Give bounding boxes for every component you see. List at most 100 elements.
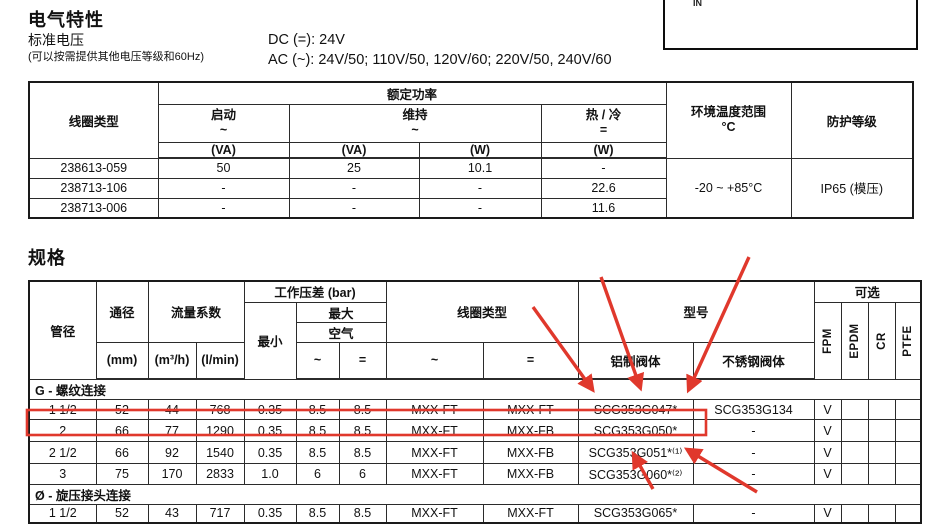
model-ss: -: [692, 419, 815, 442]
header-pressure-diff: 工作压差 (bar): [243, 280, 387, 303]
ambient-range-value: -20 ~ +85°C: [665, 157, 792, 219]
orifice: 66: [95, 441, 149, 464]
ambient-unit-label: °C: [721, 120, 736, 135]
flow-m3h: 43: [147, 504, 197, 523]
pipe-size: 3: [28, 463, 97, 485]
model-alu: SCG353G051*⁽¹⁾: [577, 441, 694, 464]
unit-flow-lmin: (l/min): [195, 341, 245, 380]
coil-dc: MXX-FB: [482, 441, 579, 464]
ptfe-label: PTFE: [901, 324, 914, 357]
model-ss: SCG353G134: [692, 399, 815, 420]
opt-fpm: V: [813, 399, 842, 420]
flow-lmin: 1540: [195, 441, 245, 464]
header-max-ac: ~: [295, 341, 340, 380]
hot-cold-symbol: =: [599, 123, 608, 137]
pressure-max-dc: 6: [338, 463, 387, 485]
electrical-characteristics-table: 线圈类型 额定功率 环境温度范围 °C 防护等级 启动 ~ 维持 ~ 热 / 冷: [28, 81, 914, 219]
coil-ac: MXX-FT: [385, 399, 484, 420]
opt-epdm: [840, 419, 869, 442]
holding-label: 维持: [402, 108, 428, 122]
unit-hot-cold-w: (W): [540, 141, 667, 159]
ac-voltage-value: AC (~): 24V/50; 110V/50, 120V/60; 220V/5…: [268, 52, 612, 68]
header-coil-type: 线圈类型: [385, 280, 579, 343]
header-ss-body: 不锈钢阀体: [692, 341, 815, 380]
pressure-max-dc: 8.5: [338, 441, 387, 464]
pipe-size: 2: [28, 419, 97, 442]
header-opt-ptfe: PTFE: [894, 301, 922, 380]
holding-w-value: -: [418, 197, 542, 219]
model-ss: -: [692, 463, 815, 485]
header-coil-ac: ~: [385, 341, 484, 380]
header-pressure-max: 最大: [295, 301, 387, 323]
flow-lmin: 768: [195, 399, 245, 420]
inrush-va-value: -: [157, 197, 290, 219]
coil-dc: MXX-FT: [482, 504, 579, 523]
model-ss: -: [692, 504, 815, 523]
opt-ptfe: [894, 419, 922, 442]
header-air: 空气: [295, 321, 387, 343]
hot-cold-w-value: 22.6: [540, 177, 667, 199]
header-hot-cold: 热 / 冷 =: [540, 103, 667, 143]
orifice: 52: [95, 504, 149, 523]
holding-symbol: ~: [411, 123, 419, 137]
opt-epdm: [840, 504, 869, 523]
opt-fpm: V: [813, 419, 842, 442]
header-ambient-range: 环境温度范围 °C: [665, 81, 792, 159]
header-orifice: 通径: [95, 280, 149, 343]
coil-dc: MXX-FB: [482, 419, 579, 442]
opt-fpm: V: [813, 504, 842, 523]
header-opt-cr: CR: [867, 301, 896, 380]
opt-ptfe: [894, 441, 922, 464]
pressure-min: 0.35: [243, 504, 297, 523]
cropped-figure-box: IN: [663, 0, 918, 50]
header-pressure-min: 最小: [243, 301, 297, 380]
page-title: 电气特性: [28, 10, 104, 30]
pressure-max-dc: 8.5: [338, 504, 387, 523]
flow-m3h: 77: [147, 419, 197, 442]
table-row: 1 1/2 52 44 768 0.35 8.5 8.5 MXX-FT MXX-…: [28, 399, 922, 420]
opt-cr: [867, 399, 896, 420]
specifications-table: 管径 通径 流量系数 工作压差 (bar) 线圈类型 型号 可选 最小 最大 F…: [28, 280, 922, 524]
inrush-label: 启动: [210, 108, 236, 122]
coil-ac: MXX-FT: [385, 419, 484, 442]
opt-cr: [867, 419, 896, 442]
cr-label: CR: [875, 331, 888, 350]
pressure-max-ac: 8.5: [295, 504, 340, 523]
opt-ptfe: [894, 463, 922, 485]
pressure-max-ac: 8.5: [295, 419, 340, 442]
flow-lmin: 1290: [195, 419, 245, 442]
fpm-label: FPM: [821, 327, 834, 354]
opt-ptfe: [894, 504, 922, 523]
unit-inrush-va: (VA): [157, 141, 290, 159]
opt-epdm: [840, 463, 869, 485]
pressure-max-ac: 8.5: [295, 399, 340, 420]
table-row: 238713-106 - - - 22.6: [28, 177, 913, 199]
table-row: 1 1/2 52 43 717 0.35 8.5 8.5 MXX-FT MXX-…: [28, 504, 922, 523]
coil-ac: MXX-FT: [385, 441, 484, 464]
opt-epdm: [840, 399, 869, 420]
header-inrush: 启动 ~: [157, 103, 290, 143]
table-row: 3 75 170 2833 1.0 6 6 MXX-FT MXX-FB SCG3…: [28, 463, 922, 485]
header-opt-epdm: EPDM: [840, 301, 869, 380]
unit-holding-va: (VA): [288, 141, 420, 159]
header-holding: 维持 ~: [288, 103, 542, 143]
orifice: 75: [95, 463, 149, 485]
unit-flow-m3h: (m³/h): [147, 341, 197, 380]
section-band-spin-connection: Ø - 旋压接头连接: [28, 484, 922, 505]
spec-section-title: 规格: [28, 248, 66, 268]
opt-ptfe: [894, 399, 922, 420]
holding-va-value: -: [288, 177, 420, 199]
model-alu: SCG353G050*: [577, 419, 694, 442]
coil-ac: MXX-FT: [385, 463, 484, 485]
flow-m3h: 170: [147, 463, 197, 485]
header-protection-class: 防护等级: [790, 81, 914, 159]
opt-fpm: V: [813, 441, 842, 464]
table-row: 2 1/2 66 92 1540 0.35 8.5 8.5 MXX-FT MXX…: [28, 441, 922, 464]
table-row: 238713-006 - - - 11.6: [28, 197, 913, 219]
coil-ac: MXX-FT: [385, 504, 484, 523]
model-ss: -: [692, 441, 815, 464]
header-optional: 可选: [813, 280, 922, 303]
inrush-va-value: -: [157, 177, 290, 199]
model-alu: SCG353G060*⁽²⁾: [577, 463, 694, 485]
flow-m3h: 92: [147, 441, 197, 464]
